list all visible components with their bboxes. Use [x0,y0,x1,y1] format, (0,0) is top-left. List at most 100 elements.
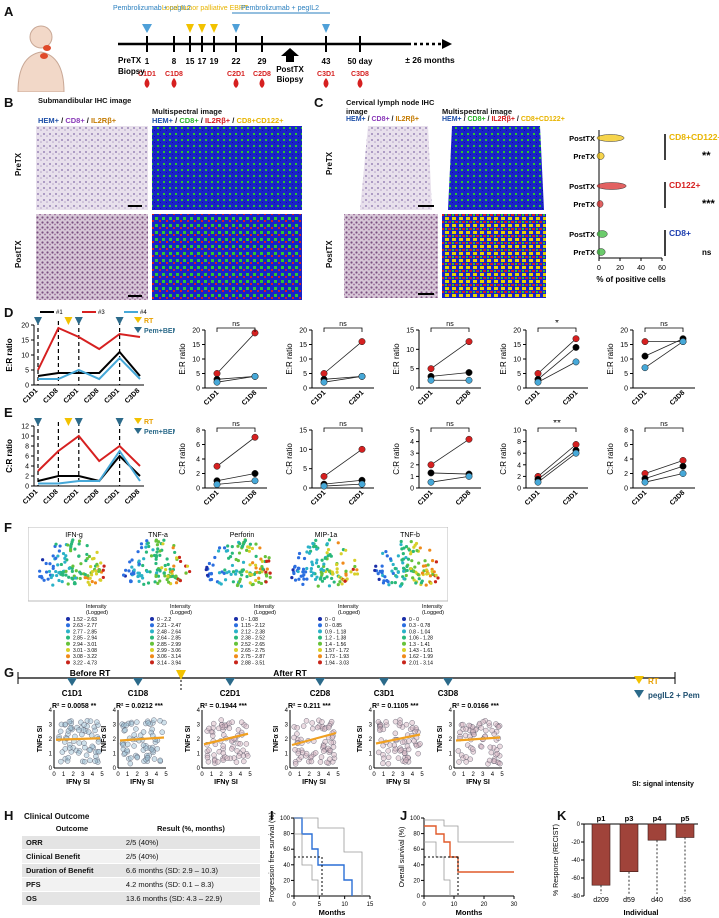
ytick-label: 0 [624,486,628,493]
pre-point [213,480,221,488]
cell-point [318,754,325,760]
cell-point [67,575,71,579]
intensity-label: (Logged) [170,610,192,616]
cell-point [206,747,212,753]
cell-point [89,573,94,577]
legend-range: 2.12 - 2.38 [241,629,265,635]
intensity-label: Intensity [422,604,443,610]
ytick-label: 10 [620,357,628,364]
cell-point [188,569,192,574]
ytick-label: 3 [285,723,289,729]
pair-line [644,341,684,369]
pair-line [644,473,684,483]
cell-point [385,761,392,767]
cell-point [376,572,380,576]
violin-xtick: 20 [616,265,624,272]
ytick-label: 6 [624,442,628,449]
panel-a-letter: A [4,4,14,19]
cell-point [335,567,339,571]
cell-point [92,758,98,764]
cell-point [228,554,233,559]
pem-legend-label: Pem+BEM [144,328,175,335]
cell-point [380,564,384,568]
cell-point [83,752,90,758]
cell-point [305,550,309,554]
legend-range: 1.43 - 1.61 [409,648,433,654]
cell-point [124,747,130,753]
legend-range: 2.48 - 2.64 [157,629,181,635]
legend-range: 2.88 - 3.51 [241,660,265,666]
cell-point [60,579,64,584]
cell-point [263,555,267,559]
legend-range: 0 - 1.08 [241,617,258,623]
cell-point [170,569,174,573]
legend-dot [234,623,238,628]
pre-point [534,478,542,486]
cell-point [251,561,255,565]
cell-point [154,553,159,558]
legend-range: 0 - 0.85 [325,623,342,629]
xtick-label: 0 [422,902,426,908]
cell-point [233,759,240,765]
legend-range: 1.62 - 1.99 [409,654,433,660]
cell-point [434,573,438,577]
pre-point [320,378,328,386]
cell-point [399,539,403,544]
panel-c-violin: 0 20 40 60 % of positive cells PostTX PreTX CD8… [569,130,719,284]
ytick-label: 1 [49,752,53,758]
cell-point [297,551,302,556]
ytick-label: 15 [620,342,628,349]
cell-point [292,571,296,576]
cell-point [411,576,415,580]
pair-line [537,449,577,480]
cell-point [70,576,74,580]
cell-point [387,583,391,587]
cell-point [405,746,412,753]
cell-point [85,544,89,548]
cell-point [399,739,406,745]
cell-point [131,732,137,738]
xtick-label: C1D1 [524,389,542,407]
cell-point [420,571,425,575]
cell-point [381,581,386,585]
post-point [251,433,259,441]
day-label: 29 [258,57,267,66]
y-axis-label: C:R ratio [5,439,14,473]
legend-dot [402,660,406,665]
cell-point [497,760,503,767]
patient-icon [17,25,65,92]
post-point [679,338,687,346]
ytick-label: 5 [303,466,307,473]
cell-point [85,552,89,557]
post-point [679,462,687,470]
xtick-label: C2D8 [83,488,101,506]
pem-marker-icon [74,317,83,325]
xtick-label: C1D1 [22,488,40,506]
cell-point [61,551,66,556]
xtick-label: C3D1 [562,389,580,407]
map-title: MIP-1a [315,532,338,539]
cell-point [428,574,433,578]
after-rt-label: After RT [273,668,307,678]
cell-point [96,749,102,755]
cycle-label: C3D8 [351,71,369,78]
cell-point [93,753,99,760]
xtick-label: C2D8 [455,389,473,407]
cell-point [87,554,92,559]
cell-point [404,544,409,549]
ytick-label: 0 [197,766,201,772]
pem-label-1: Pembrolizumab + pegIL2 [113,5,191,12]
pre-point [641,352,649,360]
xtick-label: 5 [336,772,340,778]
cell-point [156,574,161,578]
cell-point [240,545,244,549]
cell-point [258,567,263,571]
cell-point [296,556,301,560]
cell-point [327,538,332,542]
cell-point [309,567,313,571]
cell-point [380,569,384,573]
cell-point [77,542,81,546]
legend-dot [234,648,238,652]
legend-label: #4 [140,310,147,316]
y-axis-label: E:R ratio [392,343,401,375]
